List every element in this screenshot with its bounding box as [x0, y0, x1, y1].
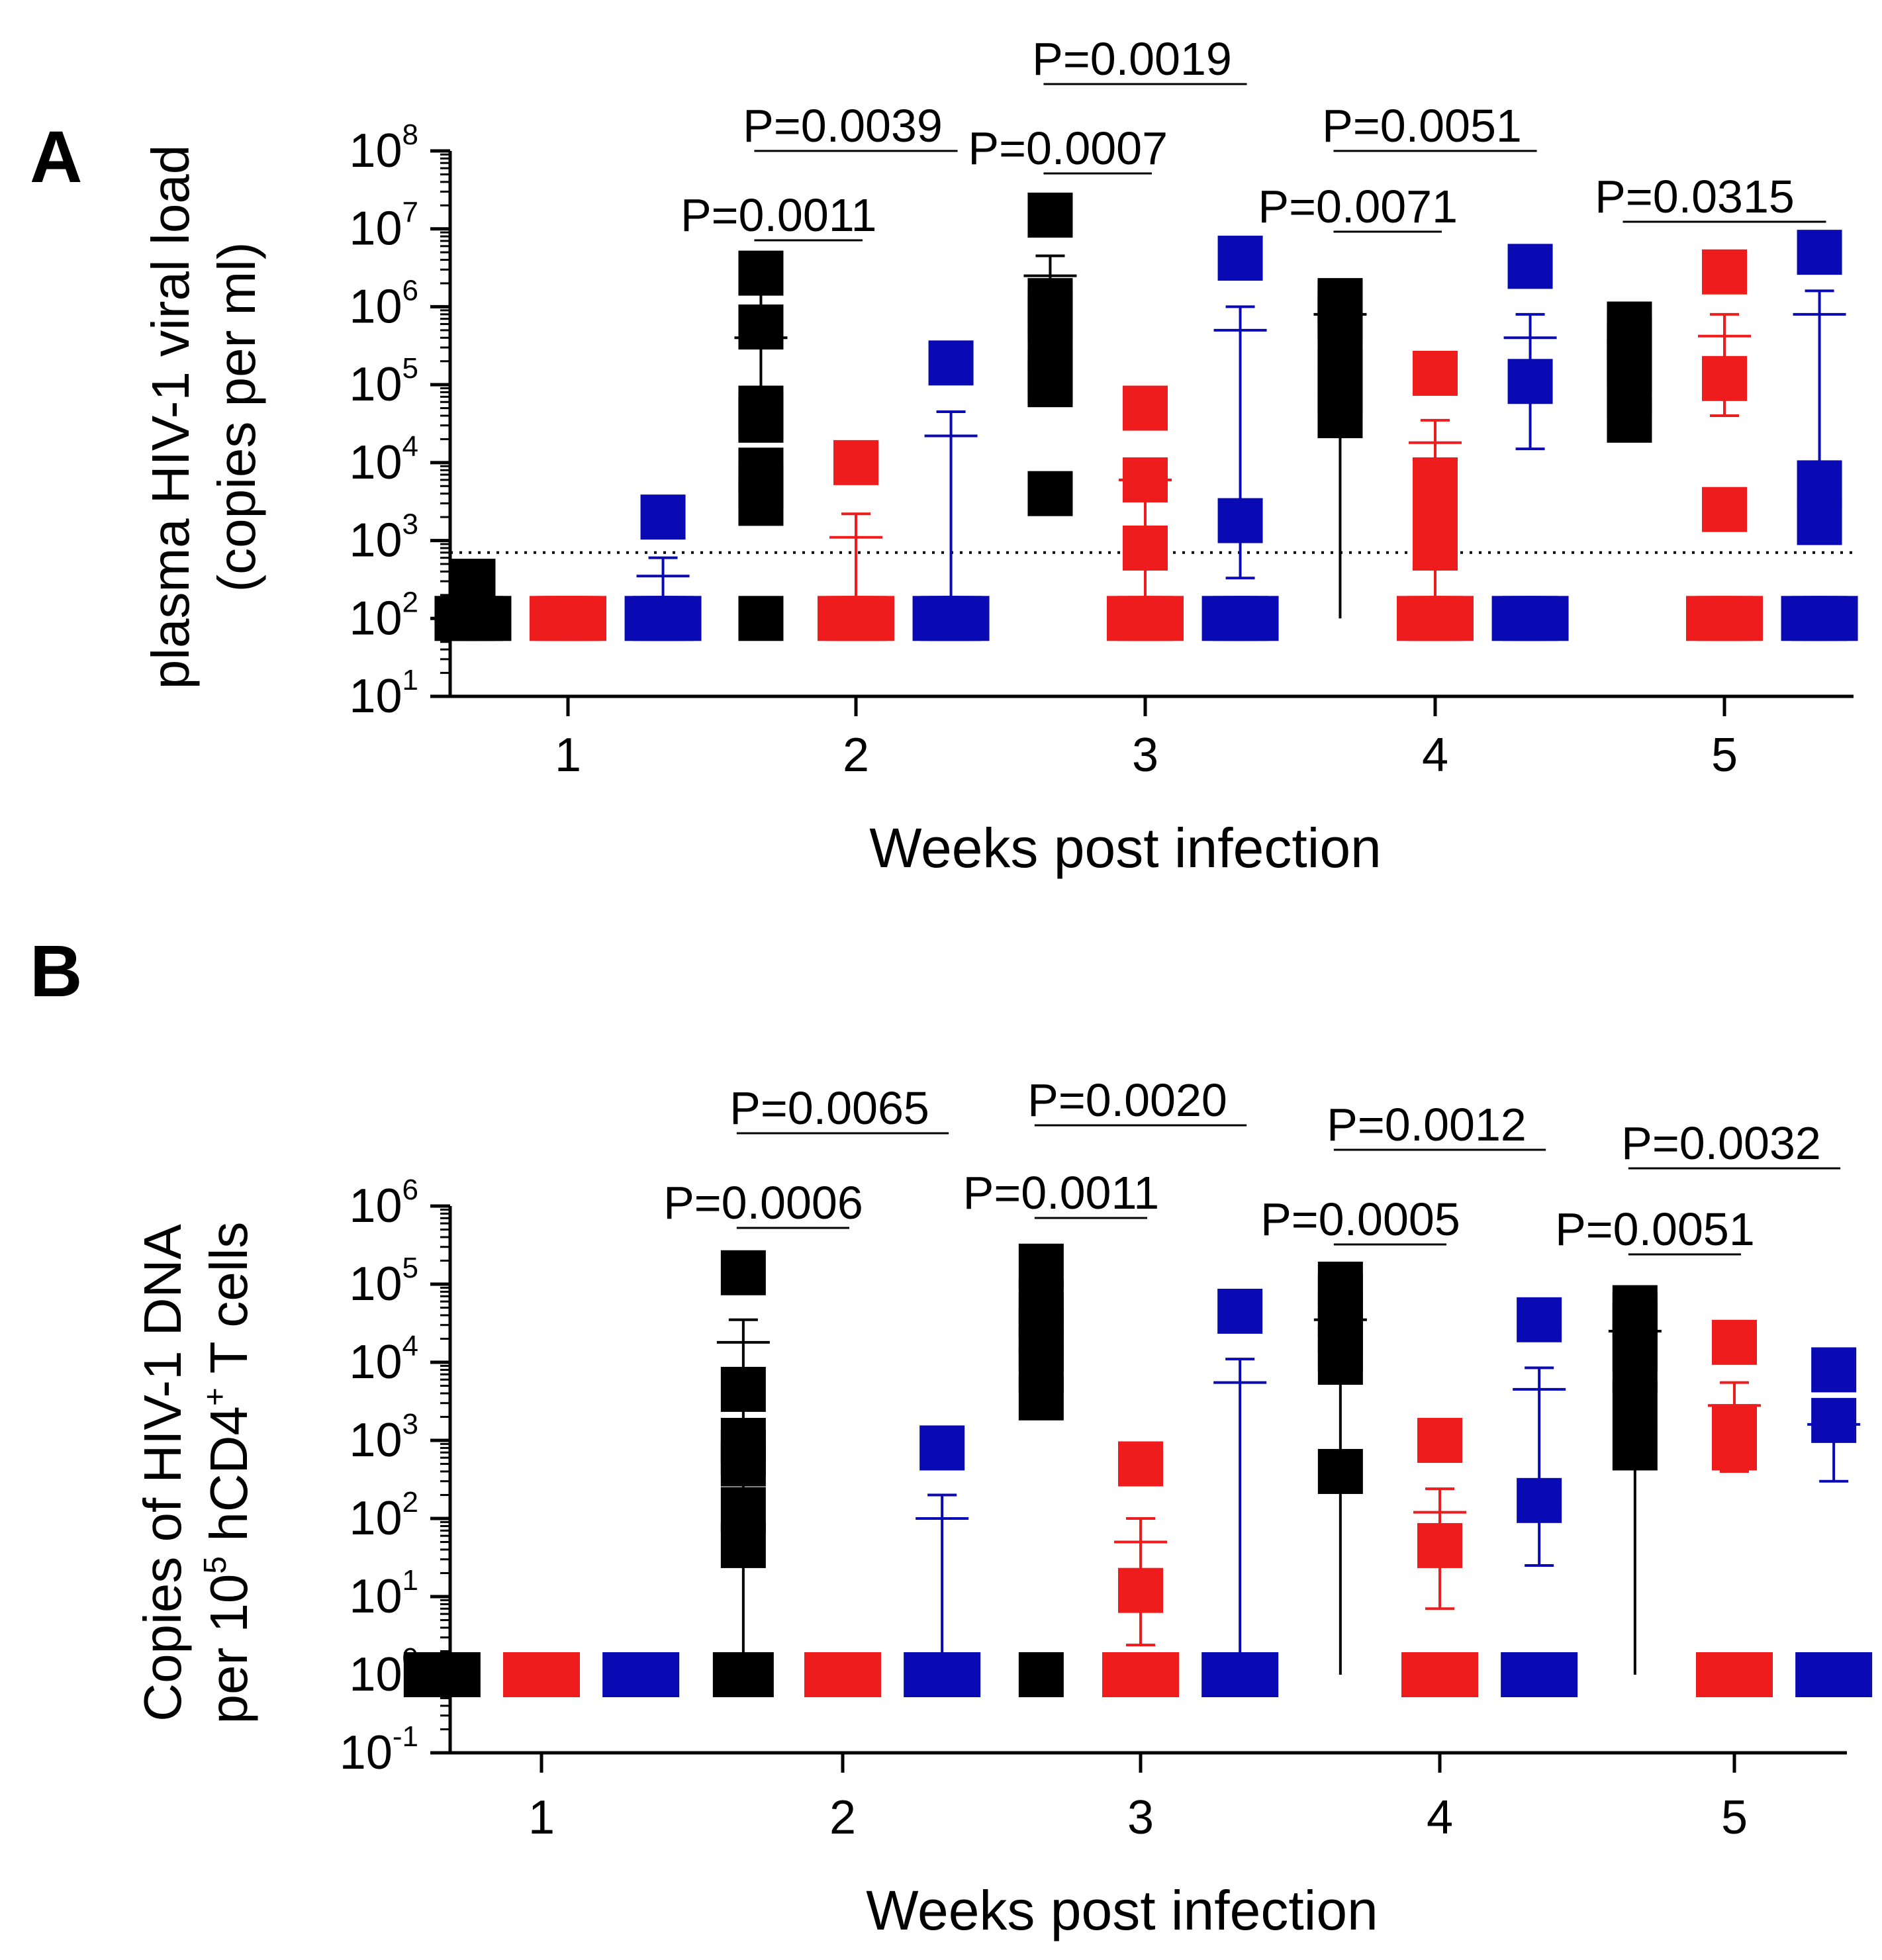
p-value-label: P=0.0065 [729, 1082, 929, 1134]
p-value-label: P=0.0051 [1322, 100, 1522, 152]
p-value-label: P=0.0039 [743, 100, 943, 152]
panel-label: A [30, 117, 82, 198]
x-axis-title: Weeks post infection [866, 1879, 1378, 1941]
y-tick-label: 10-1 [340, 1720, 418, 1779]
p-value-label: P=0.0011 [681, 189, 876, 241]
data-point-group1 [738, 481, 784, 526]
y-tick-label: 106 [349, 1174, 418, 1233]
data-point-group3 [1812, 596, 1858, 641]
p-value-label: P=0.0011 [963, 1167, 1159, 1219]
y-axis-title: Copies of HIV-1 DNA per 105 hCD4+ T cells [133, 1222, 258, 1724]
data-point-group1 [738, 250, 784, 296]
y-tick-label: 102 [349, 1486, 418, 1545]
p-value-label: P=0.0006 [663, 1177, 863, 1229]
p-value-label: P=0.0051 [1555, 1203, 1755, 1255]
data-point-group2 [561, 596, 606, 641]
y-tick-label: 102 [349, 586, 418, 645]
data-point-group2 [833, 440, 878, 485]
p-value-label: P=0.0020 [1027, 1074, 1227, 1126]
p-value-label: P=0.0005 [1260, 1193, 1460, 1245]
y-tick-label: 101 [349, 664, 418, 723]
data-point-group2 [1728, 1652, 1773, 1697]
x-tick-label: 1 [528, 1791, 555, 1844]
p-value-label: P=0.0032 [1621, 1117, 1821, 1169]
y-tick-label: 108 [349, 118, 418, 177]
data-point-group1 [1607, 397, 1652, 443]
data-point-group1 [738, 596, 784, 641]
data-point-group1 [1018, 1375, 1064, 1421]
p-value-label: P=0.0019 [1032, 33, 1232, 85]
x-tick-label: 2 [829, 1791, 856, 1844]
panel-label: B [30, 931, 82, 1012]
y-tick-label: 103 [349, 1408, 418, 1467]
data-point-group1 [1018, 1652, 1064, 1697]
data-point-group1 [1027, 471, 1073, 516]
data-point-group2 [1433, 1652, 1478, 1697]
data-point-group2 [1712, 1319, 1757, 1365]
x-tick-label: 1 [555, 729, 581, 782]
data-point-group2 [1413, 350, 1458, 396]
x-tick-label: 3 [1132, 729, 1158, 782]
data-point-group1 [1027, 362, 1073, 408]
x-tick-label: 5 [1711, 729, 1738, 782]
p-value-label: P=0.0315 [1595, 171, 1795, 222]
data-point-group3 [1233, 596, 1279, 641]
data-point-group2 [836, 1652, 881, 1697]
data-point-group3 [640, 494, 686, 540]
data-point-group2 [1118, 1441, 1163, 1487]
x-tick-label: 3 [1127, 1791, 1154, 1844]
p-value-label: P=0.0012 [1327, 1099, 1527, 1150]
data-point-group3 [634, 1652, 680, 1697]
data-point-group2 [535, 1652, 580, 1697]
data-point-group3 [1811, 1347, 1857, 1393]
data-point-group2 [1134, 1652, 1179, 1697]
p-value-label: P=0.0007 [968, 122, 1168, 174]
data-point-group3 [1217, 236, 1263, 281]
y-tick-label: 104 [349, 430, 418, 489]
x-tick-label: 2 [843, 729, 869, 782]
panel-a: A 101 102 103 104 105 106 107 108 1 2 3 4 5 Weeks post… [30, 33, 1858, 879]
x-tick-label: 4 [1427, 1791, 1453, 1844]
y-tick-label: 105 [349, 352, 418, 411]
data-point-group3 [1523, 596, 1569, 641]
data-point-group1 [738, 397, 784, 443]
data-point-group2 [1417, 1418, 1462, 1463]
data-point-group1 [466, 596, 512, 641]
data-point-group3 [1507, 244, 1553, 289]
y-tick-label: 104 [349, 1330, 418, 1389]
data-point-group3 [928, 340, 974, 386]
data-point-group2 [1718, 596, 1763, 641]
x-axis-title: Weeks post infection [869, 817, 1382, 879]
data-point-group3 [919, 1425, 965, 1471]
panel-b: B10-110010110210310410510612345Weeks pos… [30, 931, 1873, 1941]
data-point-group1 [435, 1652, 481, 1697]
data-point-group2 [1702, 487, 1747, 532]
data-point-group2 [1702, 249, 1747, 295]
data-point-group3 [1797, 230, 1842, 275]
y-tick-label: 106 [349, 274, 418, 333]
y-tick-label: 103 [349, 508, 418, 567]
p-value-label: P=0.0071 [1258, 181, 1458, 232]
data-point-group3 [1517, 1297, 1562, 1342]
x-tick-label: 5 [1721, 1791, 1748, 1844]
data-point-group3 [1532, 1652, 1578, 1697]
data-point-group1 [1027, 192, 1073, 238]
y-tick-label: 101 [349, 1564, 418, 1623]
data-point-group3 [1217, 1288, 1263, 1334]
data-point-group1 [728, 1652, 774, 1697]
data-point-group3 [1827, 1652, 1873, 1697]
data-point-group1 [720, 1250, 766, 1295]
data-point-group2 [1123, 385, 1168, 431]
y-axis-title: plasma HIV-1 viral load (copies per ml) [141, 145, 266, 690]
y-tick-label: 107 [349, 197, 418, 256]
x-tick-label: 4 [1422, 729, 1448, 782]
y-tick-label: 105 [349, 1252, 418, 1311]
